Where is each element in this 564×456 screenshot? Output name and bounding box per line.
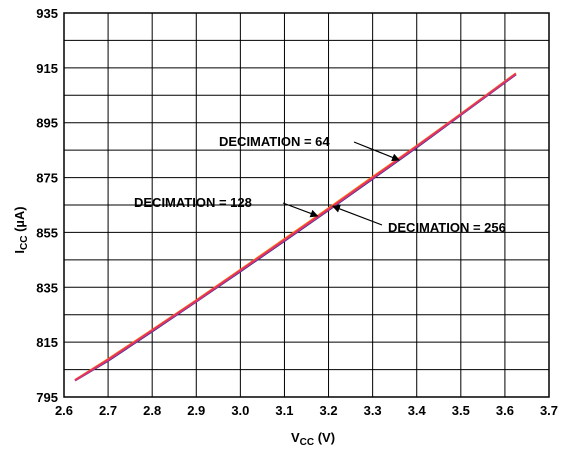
annotation-label-2: DECIMATION = 128 — [134, 195, 252, 210]
y-tick-label: 935 — [36, 6, 58, 21]
annotation-label-1: DECIMATION = 64 — [219, 134, 330, 149]
y-tick-label: 815 — [36, 335, 58, 350]
x-axis-label-main: V — [291, 430, 300, 445]
annotations: DECIMATION = 64 DECIMATION = 128 DECIMATIO… — [134, 134, 506, 235]
x-axis-label-unit: (V) — [314, 430, 335, 445]
x-axis-label: VCC (V) — [291, 430, 335, 448]
y-tick-label: 895 — [36, 116, 58, 131]
tick-labels: 2.6 2.7 2.8 2.9 3.0 3.1 3.2 3.3 3.4 3.5 3.6 3.7 795 8… — [36, 6, 558, 418]
y-axis-label-main: I — [12, 250, 27, 254]
x-tick-label: 3.0 — [231, 403, 249, 418]
x-axis-label-sub: CC — [300, 437, 314, 448]
y-tick-label: 835 — [36, 280, 58, 295]
annotation-arrow-1 — [353, 141, 401, 162]
y-tick-label: 875 — [36, 171, 58, 186]
y-tick-label: 915 — [36, 61, 58, 76]
x-tick-label: 3.5 — [452, 403, 470, 418]
plot-frame — [63, 12, 550, 398]
y-tick-label: 795 — [36, 390, 58, 405]
grid-lines — [63, 12, 550, 398]
x-tick-label: 2.9 — [187, 403, 205, 418]
x-tick-label: 3.4 — [408, 403, 427, 418]
series-lines — [74, 72, 517, 382]
x-tick-label: 3.2 — [320, 403, 338, 418]
annotation-arrow-2 — [282, 202, 319, 218]
y-axis-label-unit: (µA) — [12, 206, 27, 235]
x-tick-label: 2.8 — [143, 403, 161, 418]
x-tick-label: 2.7 — [99, 403, 117, 418]
x-tick-label: 3.7 — [540, 403, 558, 418]
annotation-label-3: DECIMATION = 256 — [388, 220, 506, 235]
y-axis-label: ICC (µA) — [12, 206, 30, 253]
series-line-3 — [74, 73, 517, 382]
x-tick-label: 3.3 — [364, 403, 382, 418]
annotation-arrow-3 — [332, 205, 383, 226]
x-tick-label: 2.6 — [55, 403, 73, 418]
x-tick-label: 3.6 — [496, 403, 514, 418]
y-axis-label-sub: CC — [19, 236, 30, 250]
y-tick-label: 855 — [36, 225, 58, 240]
x-tick-label: 3.1 — [275, 403, 293, 418]
